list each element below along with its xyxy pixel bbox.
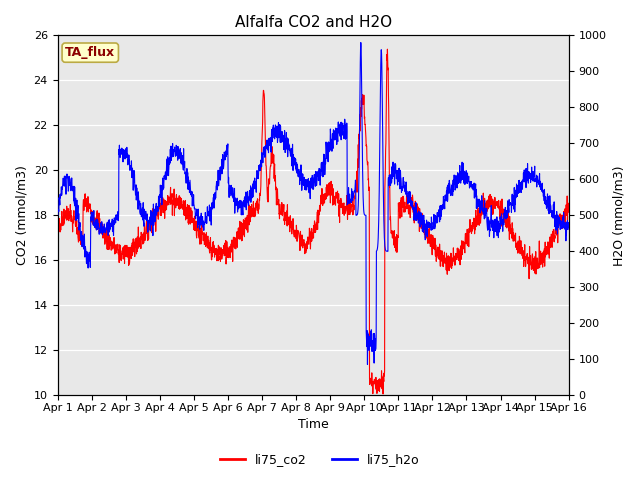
Y-axis label: CO2 (mmol/m3): CO2 (mmol/m3) xyxy=(15,165,28,265)
Text: TA_flux: TA_flux xyxy=(65,46,115,59)
Legend: li75_co2, li75_h2o: li75_co2, li75_h2o xyxy=(215,448,425,471)
Title: Alfalfa CO2 and H2O: Alfalfa CO2 and H2O xyxy=(235,15,392,30)
X-axis label: Time: Time xyxy=(298,419,328,432)
Y-axis label: H2O (mmol/m3): H2O (mmol/m3) xyxy=(612,165,625,265)
